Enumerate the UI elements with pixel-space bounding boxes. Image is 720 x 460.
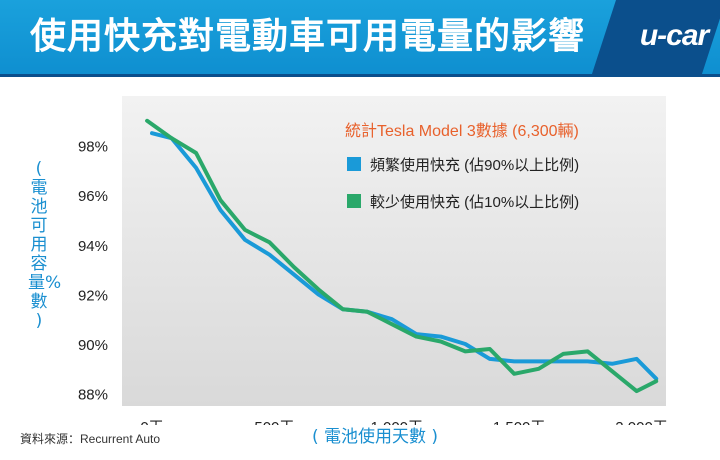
y-axis: 88% 90% 92% 94% 96% 98% <box>78 139 108 404</box>
x-tick-label: 1,500天 <box>493 419 546 425</box>
header-divider <box>0 74 720 77</box>
x-tick-label: 0天 <box>140 419 163 425</box>
x-axis-label: ( 電池使用天數 ) <box>311 427 439 447</box>
source-note: 資料來源：Recurrent Auto <box>20 432 161 446</box>
x-axis: 0天 500天 1,000天 1,500天 2,000天 <box>140 419 667 425</box>
x-tick-label: 500天 <box>254 419 294 425</box>
y-tick-label: 88% <box>78 387 108 404</box>
chart-title: 統計Tesla Model 3數據 (6,300輛) <box>345 122 579 140</box>
y-tick-label: 92% <box>78 287 108 304</box>
brand-logo: u-car <box>639 19 709 52</box>
y-axis-label: ( 電池可用容量% 數 ) <box>28 159 62 331</box>
series-group <box>145 118 659 394</box>
legend-swatch-frequent <box>347 157 361 171</box>
y-tick-label: 98% <box>78 139 108 156</box>
legend-label-rare: 較少使用快充 (佔10%以上比例) <box>370 193 579 211</box>
legend-label-frequent: 頻繁使用快充 (佔90%以上比例) <box>370 157 579 174</box>
page-title: 使用快充對電動車可用電量的影響 <box>30 16 586 57</box>
legend: 統計Tesla Model 3數據 (6,300輛) 頻繁使用快充 (佔90%以… <box>345 122 579 211</box>
y-tick-label: 96% <box>78 188 108 205</box>
line-chart: 88% 90% 92% 94% 96% 98% 0天 500天 1,000天 1,500天 2,0… <box>78 96 668 425</box>
series-line-frequent <box>150 131 659 381</box>
y-tick-label: 94% <box>78 238 108 255</box>
legend-swatch-rare <box>347 194 361 208</box>
x-tick-label: 1,000天 <box>370 419 423 425</box>
series-line-rare <box>145 118 659 394</box>
x-tick-label: 2,000天 <box>615 419 668 425</box>
y-tick-label: 90% <box>78 337 108 354</box>
